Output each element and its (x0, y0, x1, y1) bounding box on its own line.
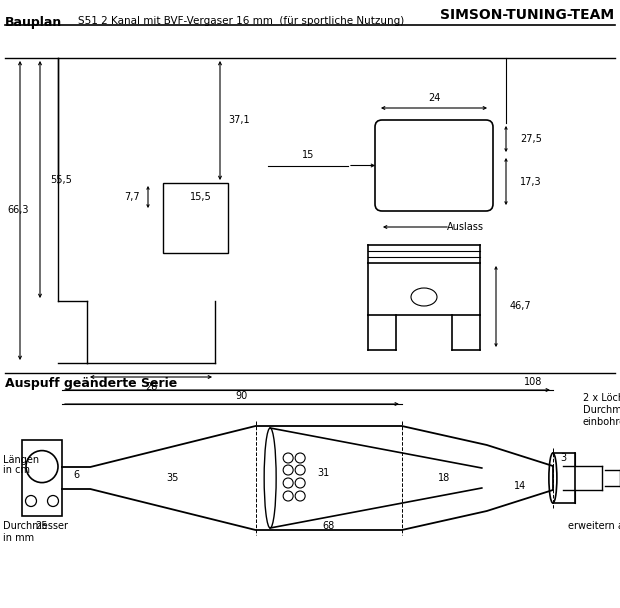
Text: 6: 6 (73, 470, 79, 480)
Text: 66,3: 66,3 (7, 206, 29, 215)
Text: in cm: in cm (3, 465, 30, 475)
Text: 14: 14 (514, 481, 526, 491)
Text: Durchmesser: Durchmesser (3, 521, 68, 531)
Text: 17,3: 17,3 (520, 176, 542, 187)
Text: 28: 28 (145, 382, 157, 392)
Text: 24: 24 (428, 93, 440, 103)
Text: 15: 15 (302, 151, 314, 161)
Text: 27,5: 27,5 (520, 134, 542, 144)
Text: in mm: in mm (3, 533, 34, 543)
Text: 3: 3 (560, 453, 566, 463)
Text: 25: 25 (36, 521, 48, 531)
Text: 108: 108 (524, 377, 542, 387)
Text: erweitern auf  16mm: erweitern auf 16mm (568, 521, 620, 531)
Bar (22, 440, 62, 516)
Text: einbohren: einbohren (583, 417, 620, 427)
Bar (163, 183, 228, 253)
Text: 37,1: 37,1 (228, 116, 250, 125)
Text: 90: 90 (236, 391, 248, 401)
Text: 15,5: 15,5 (190, 192, 211, 202)
Text: Bauplan: Bauplan (5, 16, 62, 29)
Text: S51 2 Kanal mit BVF-Vergaser 16 mm  (für sportliche Nutzung): S51 2 Kanal mit BVF-Vergaser 16 mm (für … (78, 16, 404, 26)
Text: 68: 68 (322, 521, 335, 531)
Text: 7,7: 7,7 (125, 192, 140, 202)
Text: Auspuff geänderte Serie: Auspuff geänderte Serie (5, 377, 177, 390)
Ellipse shape (264, 428, 276, 528)
Text: 55,5: 55,5 (50, 174, 72, 184)
Text: Durchmesser 10 mm: Durchmesser 10 mm (583, 405, 620, 415)
Text: SIMSON-TUNING-TEAM: SIMSON-TUNING-TEAM (440, 8, 614, 22)
Text: 2 x Löcher je: 2 x Löcher je (583, 393, 620, 403)
Text: 35: 35 (167, 473, 179, 483)
Text: 46,7: 46,7 (510, 302, 531, 311)
Text: Auslass: Auslass (446, 222, 484, 232)
Text: Längen: Längen (3, 455, 39, 465)
Text: 31: 31 (317, 468, 330, 478)
Text: 18: 18 (438, 473, 451, 483)
